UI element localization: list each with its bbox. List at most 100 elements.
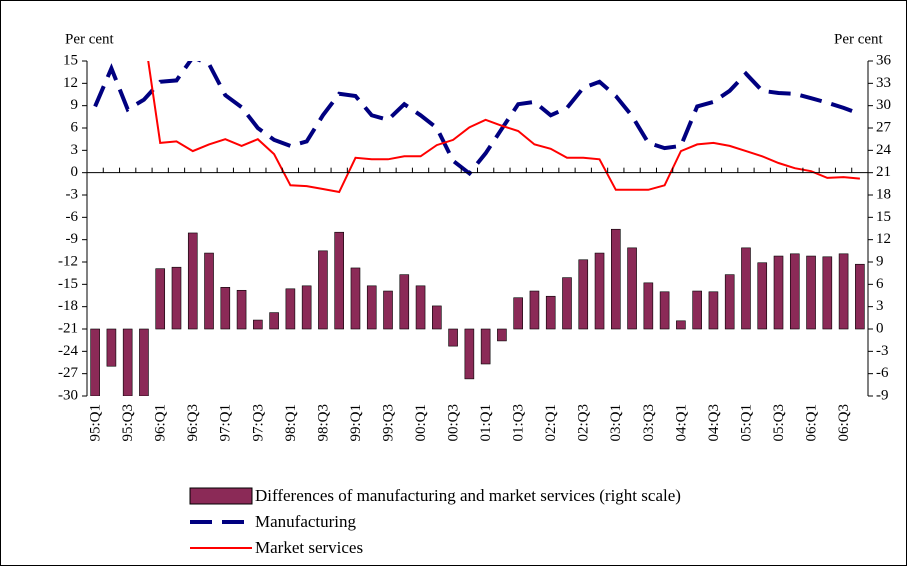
y2-tick-label: 30 xyxy=(876,97,891,113)
x-tick-label: 98:Q1 xyxy=(283,404,299,442)
bar xyxy=(578,259,589,330)
bar xyxy=(285,288,296,330)
bar xyxy=(90,328,100,396)
bar xyxy=(236,289,247,330)
y-tick-label: -6 xyxy=(66,209,79,225)
bar xyxy=(855,263,865,330)
y-tick-label: 9 xyxy=(71,97,79,113)
y-tick-label: -30 xyxy=(58,387,78,403)
y-tick-label: -27 xyxy=(58,365,78,381)
bar xyxy=(545,295,556,330)
y-tick-label: 15 xyxy=(63,52,78,68)
y-tick-label: -12 xyxy=(58,253,78,269)
y-tick-label: 6 xyxy=(71,119,79,135)
y2-tick-label: 18 xyxy=(876,186,891,202)
x-tick-label: 00:Q3 xyxy=(446,404,462,442)
bar xyxy=(253,319,263,330)
x-tick-label: 99:Q3 xyxy=(380,404,396,442)
y2-tick-label: -9 xyxy=(876,387,889,403)
x-tick-label: 01:Q3 xyxy=(511,404,527,442)
bar xyxy=(627,247,637,330)
line xyxy=(93,61,861,177)
bar xyxy=(139,328,149,396)
y-tick-label: -18 xyxy=(58,298,78,314)
bar xyxy=(220,287,231,330)
bar xyxy=(432,305,442,330)
bar xyxy=(415,285,426,330)
y-tick-label: -9 xyxy=(66,231,79,247)
bar xyxy=(350,267,361,330)
y2-tick-label: 9 xyxy=(876,253,884,269)
x-tick-label: 03:Q1 xyxy=(608,404,624,442)
legend-label: Differences of manufacturing and market … xyxy=(255,486,681,505)
bar xyxy=(838,253,849,330)
x-tick-label: 06:Q1 xyxy=(803,404,819,442)
bar xyxy=(464,328,475,380)
y-tick-label: -21 xyxy=(58,320,78,336)
x-tick-label: 95:Q1 xyxy=(88,404,104,442)
bar xyxy=(171,266,182,330)
y-tick-label: -24 xyxy=(58,343,78,359)
bar xyxy=(497,328,507,342)
y2-tick-label: -6 xyxy=(876,365,889,381)
bar xyxy=(562,277,572,330)
bar xyxy=(480,328,491,365)
y2-tick-label: 0 xyxy=(876,320,884,336)
y2-tick-label: 33 xyxy=(876,75,891,91)
y2-tick-label: 24 xyxy=(876,142,892,158)
y-tick-label: 3 xyxy=(71,142,79,158)
bar xyxy=(529,290,540,330)
bar xyxy=(334,231,344,330)
bar xyxy=(757,262,768,330)
bar xyxy=(773,255,784,330)
y-tick-label: 0 xyxy=(71,164,79,180)
y-tick-label: 12 xyxy=(63,75,78,91)
y-tick-label: -15 xyxy=(58,276,78,292)
bar xyxy=(741,247,751,330)
bar xyxy=(659,291,670,330)
bar xyxy=(708,291,719,330)
x-tick-label: 98:Q3 xyxy=(315,404,331,442)
x-tick-label: 97:Q1 xyxy=(218,404,234,442)
bar xyxy=(383,290,393,330)
bar xyxy=(122,328,133,396)
y2-tick-label: -3 xyxy=(876,343,889,359)
bar xyxy=(399,274,410,330)
bar xyxy=(269,312,279,330)
x-tick-label: 97:Q3 xyxy=(250,404,266,442)
bar xyxy=(676,320,686,330)
bar xyxy=(822,256,833,330)
x-tick-label: 00:Q1 xyxy=(413,404,429,442)
legend-label: Manufacturing xyxy=(255,512,357,531)
bar xyxy=(106,328,117,367)
y2-tick-label: 36 xyxy=(876,52,892,68)
legend-swatch xyxy=(189,487,253,505)
y2-tick-label: 6 xyxy=(876,276,884,292)
bar xyxy=(643,282,654,330)
x-tick-label: 06:Q3 xyxy=(836,404,852,442)
bar xyxy=(806,255,816,330)
bar xyxy=(155,268,166,330)
bar xyxy=(789,253,800,330)
bar xyxy=(611,228,621,330)
x-tick-label: 04:Q3 xyxy=(706,404,722,442)
bar xyxy=(513,297,523,330)
y-axis-label: Per cent xyxy=(65,31,115,47)
x-tick-label: 95:Q3 xyxy=(120,404,136,442)
legend-label: Market services xyxy=(255,538,363,557)
bar xyxy=(448,328,458,347)
y2-tick-label: 12 xyxy=(876,231,891,247)
x-tick-label: 96:Q1 xyxy=(153,404,169,442)
bar xyxy=(301,285,312,330)
bar xyxy=(366,285,377,330)
x-tick-label: 96:Q3 xyxy=(185,404,201,442)
y2-tick-label: 27 xyxy=(876,119,892,135)
x-tick-label: 02:Q3 xyxy=(576,404,592,442)
bar xyxy=(594,252,605,330)
line xyxy=(147,61,860,194)
y-tick-label: -3 xyxy=(66,186,79,202)
x-tick-label: 04:Q1 xyxy=(673,404,689,442)
bar xyxy=(692,290,702,330)
